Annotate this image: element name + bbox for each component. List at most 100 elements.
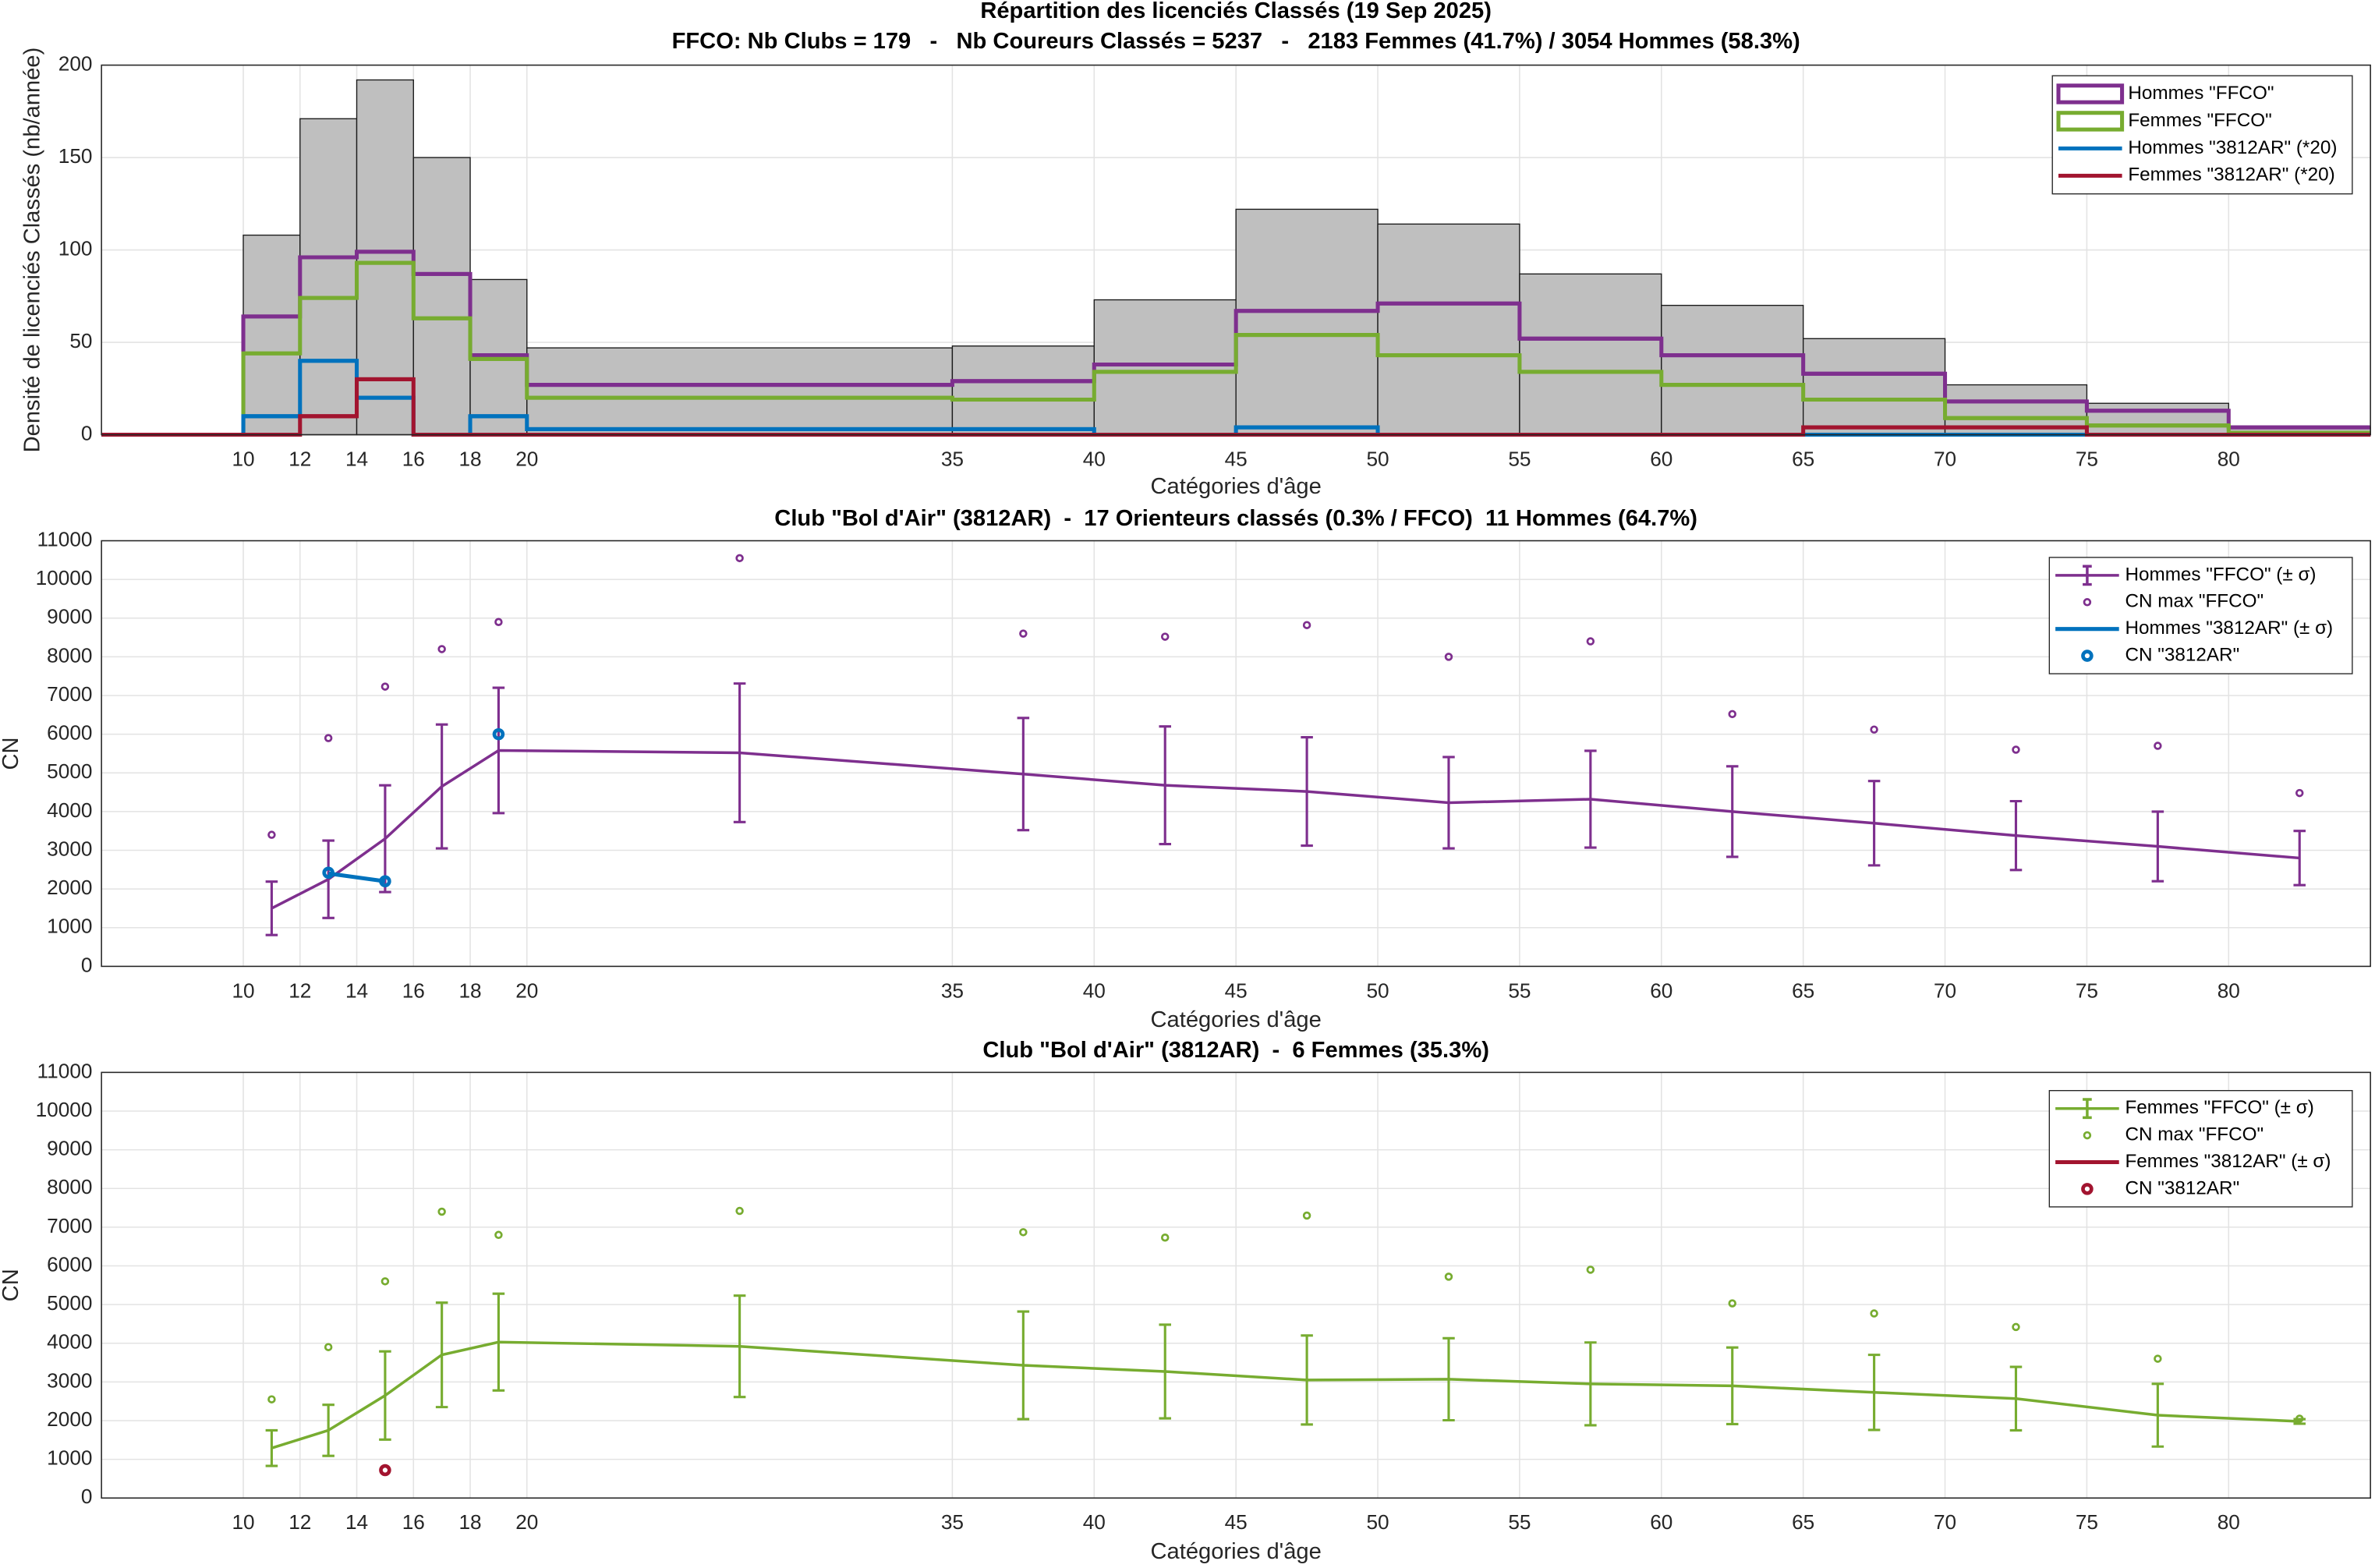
y-tick-label: 200 [58, 51, 93, 75]
scatter-point [267, 1395, 276, 1403]
scatter-point [1160, 1234, 1170, 1242]
y-axis-label: CN [0, 1269, 23, 1301]
y-tick-label: 8000 [47, 1175, 92, 1198]
scatter-point [492, 727, 505, 741]
error-bar [1017, 717, 1030, 832]
scatter-point [2012, 745, 2020, 754]
x-tick-label: 50 [1366, 447, 1389, 470]
error-bar [1301, 1334, 1313, 1426]
error-bar [265, 1428, 278, 1467]
scatter-point [324, 734, 333, 742]
y-tick-label: 5000 [47, 1291, 92, 1315]
x-tick-label: 16 [402, 979, 425, 1002]
axes: Club "Bol d'Air" (3812AR) - 6 Femmes (35… [0, 1038, 2371, 1564]
error-bar [1301, 736, 1313, 848]
histogram-bar [1377, 223, 1520, 436]
histogram-bar [2086, 402, 2229, 436]
error-bar [1726, 765, 1739, 858]
scatter-point [494, 1230, 503, 1240]
legend-label: Femmes "3812AR" (*20) [2128, 165, 2334, 186]
mean-line [271, 749, 2300, 910]
x-tick-label: 70 [1934, 1510, 1956, 1534]
x-tick-label: 80 [2217, 979, 2240, 1002]
legend-label: Femmes "FFCO" (± σ) [2125, 1097, 2313, 1118]
error-bar [2293, 830, 2306, 887]
legend-label: Hommes "FFCO" [2128, 83, 2274, 104]
x-tick-label: 65 [1792, 979, 1814, 1002]
y-tick-label: 6000 [47, 721, 92, 745]
histogram-bar [1661, 304, 1804, 436]
legend-box [2048, 1090, 2353, 1208]
chart-title: Club "Bol d'Air" (3812AR) - 17 Orienteur… [774, 506, 1697, 531]
x-tick-label: 75 [2076, 1510, 2098, 1534]
x-tick-label: 20 [515, 1510, 538, 1534]
error-bar [435, 1301, 448, 1409]
y-tick-label: 0 [81, 1485, 93, 1508]
x-tick-label: 14 [345, 1510, 368, 1534]
x-tick-label: 45 [1225, 979, 1248, 1002]
error-bar [1159, 725, 1171, 846]
y-tick-label: 5000 [47, 759, 92, 783]
error-bar [1867, 780, 1881, 867]
y-tick-label: 11000 [37, 527, 93, 550]
x-tick-label: 80 [2217, 447, 2240, 470]
y-tick-label: 11000 [37, 1059, 93, 1082]
legend-marker [2056, 111, 2125, 132]
histogram-bar [299, 118, 358, 436]
chart-title: Répartition des licenciés Classés (19 Se… [980, 0, 1492, 23]
x-tick-label: 20 [515, 447, 538, 470]
axes-frame [101, 1071, 2371, 1499]
error-bar [379, 784, 391, 894]
scatter-point [2012, 1322, 2020, 1332]
x-tick-label: 12 [288, 447, 311, 470]
x-axis-label: Catégories d'âge [1151, 474, 1322, 499]
scatter-point [1728, 710, 1736, 719]
x-tick-label: 10 [232, 447, 254, 470]
chart-title: Club "Bol d'Air" (3812AR) - 6 Femmes (35… [982, 1038, 1489, 1063]
y-tick-label: 0 [81, 421, 93, 444]
legend-label: Hommes "FFCO" (± σ) [2125, 564, 2316, 585]
scatter-point [324, 1343, 333, 1351]
x-tick-label: 40 [1083, 447, 1106, 470]
scatter-point [2154, 742, 2162, 750]
x-tick-label: 65 [1792, 447, 1814, 470]
y-tick-label: 3000 [47, 837, 92, 860]
error-bar [1867, 1354, 1881, 1432]
x-tick-label: 60 [1650, 447, 1672, 470]
scatter-point [735, 1206, 744, 1216]
scatter-point [267, 830, 276, 839]
y-tick-label: 7000 [47, 682, 92, 706]
x-tick-label: 70 [1934, 447, 1956, 470]
x-tick-label: 80 [2217, 1510, 2240, 1534]
legend-label: Hommes "3812AR" (± σ) [2125, 618, 2333, 639]
legend-label: Femmes "FFCO" [2128, 110, 2271, 131]
error-bar [492, 1292, 505, 1392]
error-bar [492, 686, 505, 815]
histogram-bar [1235, 208, 1379, 436]
scatter-point [1019, 1228, 1028, 1237]
scatter-point [735, 554, 744, 563]
axes-frame [101, 64, 2371, 436]
legend-marker [2083, 598, 2092, 607]
legend-marker [2055, 565, 2119, 586]
scatter-point [1870, 1309, 1878, 1318]
scatter-point [437, 645, 446, 653]
y-axis-label: CN [0, 737, 23, 770]
axes: Club "Bol d'Air" (3812AR) - 17 Orienteur… [0, 506, 2371, 1032]
scatter-point [2295, 1414, 2304, 1423]
y-tick-label: 6000 [47, 1252, 92, 1276]
histogram-bar [1093, 299, 1237, 436]
error-bar [2151, 810, 2164, 883]
error-bar [733, 1294, 746, 1399]
scatter-point [1160, 632, 1170, 641]
legend-marker [2056, 83, 2125, 104]
error-bar [1159, 1323, 1171, 1420]
y-tick-label: 10000 [36, 566, 93, 589]
scatter-point [1444, 653, 1453, 661]
x-axis-label: Catégories d'âge [1151, 1539, 1322, 1564]
x-tick-label: 18 [458, 1510, 481, 1534]
error-bar [1017, 1310, 1030, 1421]
x-tick-label: 12 [288, 1510, 311, 1534]
